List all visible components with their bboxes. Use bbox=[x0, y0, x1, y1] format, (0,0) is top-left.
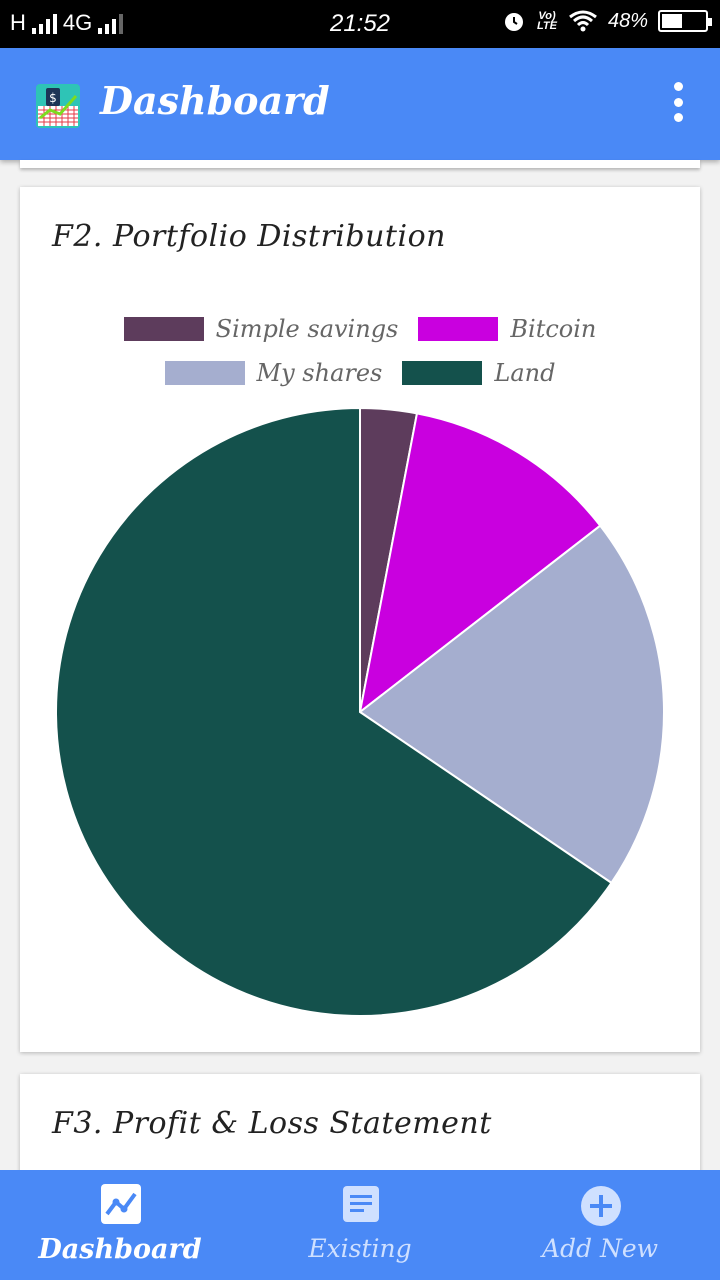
pie-slice-my-shares[interactable] bbox=[358, 524, 665, 885]
legend-item-bitcoin[interactable]: Bitcoin bbox=[418, 315, 596, 343]
legend-label: Land bbox=[494, 359, 556, 387]
pnl-card-title: F3. Profit & Loss Statement bbox=[52, 1106, 492, 1141]
pie-slice-bitcoin[interactable] bbox=[358, 412, 602, 715]
legend-swatch bbox=[418, 317, 499, 341]
page-title: Dashboard bbox=[100, 78, 330, 123]
add-circle-icon bbox=[581, 1186, 621, 1226]
legend-swatch bbox=[164, 361, 245, 385]
wifi-icon bbox=[569, 10, 597, 32]
legend-item-simple-savings[interactable]: Simple savings bbox=[123, 315, 399, 343]
chart-legend: Simple savings Bitcoin My shares Land bbox=[20, 307, 700, 395]
nav-label-existing: Existing bbox=[308, 1234, 412, 1263]
svg-text:$: $ bbox=[49, 91, 57, 105]
document-icon bbox=[343, 1186, 379, 1222]
nav-label-add-new: Add New bbox=[541, 1234, 659, 1263]
portfolio-card: F2. Portfolio Distribution Simple saving… bbox=[20, 187, 700, 1052]
legend-label: My shares bbox=[256, 359, 383, 387]
previous-card-edge bbox=[20, 160, 700, 168]
pie-slice-land[interactable] bbox=[55, 406, 613, 1017]
signal-icon bbox=[31, 12, 57, 34]
clock: 21:52 bbox=[329, 10, 391, 37]
net-type-label: 4G bbox=[62, 10, 93, 35]
nav-existing[interactable]: Existing bbox=[240, 1170, 480, 1280]
app-logo-icon: $ bbox=[36, 84, 80, 128]
chart-line-icon bbox=[101, 1184, 141, 1224]
bottom-navigation: Dashboard Existing Add New bbox=[0, 1170, 720, 1280]
nav-label-dashboard: Dashboard bbox=[38, 1234, 202, 1265]
legend-swatch bbox=[402, 361, 483, 385]
portfolio-card-title: F2. Portfolio Distribution bbox=[52, 219, 446, 254]
portfolio-pie-chart bbox=[55, 406, 665, 1017]
alarm-icon bbox=[504, 13, 523, 31]
status-right: Vo) LTE 48% bbox=[502, 9, 712, 33]
legend-swatch bbox=[123, 317, 204, 341]
signal-group: H 4G bbox=[10, 10, 124, 36]
signal-icon-2 bbox=[98, 12, 124, 34]
lte-label: Vo) LTE bbox=[536, 10, 557, 32]
legend-item-my-shares[interactable]: My shares bbox=[164, 359, 383, 387]
nav-dashboard[interactable]: Dashboard bbox=[0, 1170, 240, 1280]
app-bar: $ Dashboard bbox=[0, 48, 720, 160]
nav-add-new[interactable]: Add New bbox=[480, 1170, 720, 1280]
battery-percent: 48% bbox=[607, 9, 648, 32]
legend-item-land[interactable]: Land bbox=[402, 359, 555, 387]
legend-label: Simple savings bbox=[215, 315, 399, 343]
legend-label: Bitcoin bbox=[510, 315, 597, 343]
battery-icon bbox=[658, 10, 712, 32]
network-type: H bbox=[10, 10, 26, 35]
overflow-menu-icon[interactable] bbox=[670, 82, 686, 122]
status-bar: H 4G 21:52 Vo) LTE 48% bbox=[0, 0, 720, 48]
